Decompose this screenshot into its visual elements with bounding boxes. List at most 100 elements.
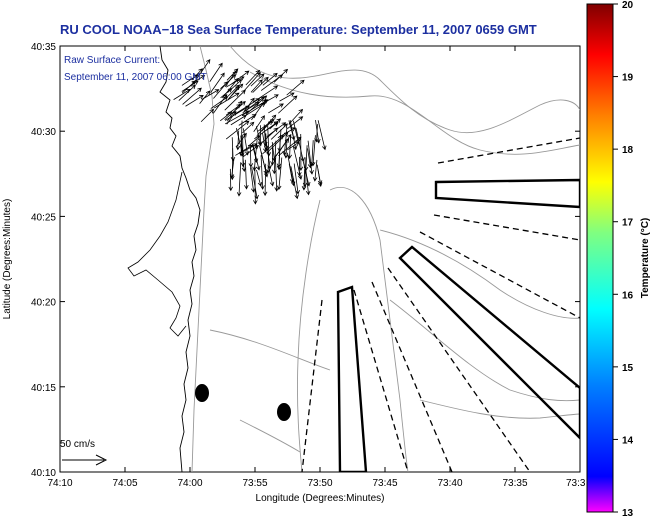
colorbar bbox=[586, 3, 614, 513]
map-content bbox=[62, 46, 580, 472]
current-vector bbox=[219, 111, 233, 122]
current-vector bbox=[210, 72, 225, 93]
current-vector bbox=[314, 124, 319, 143]
current-vector bbox=[266, 125, 272, 157]
y-axis-label: Latitude (Degrees:Minutes) bbox=[2, 199, 13, 320]
current-vector bbox=[178, 84, 196, 101]
current-vector bbox=[222, 77, 239, 99]
colorbar-tick-label: 16 bbox=[622, 290, 634, 301]
current-vector bbox=[191, 68, 203, 81]
current-vector bbox=[283, 139, 289, 159]
current-vector bbox=[235, 130, 241, 151]
annotation-line-1: Raw Surface Current: bbox=[64, 55, 160, 66]
current-vector bbox=[210, 96, 229, 109]
current-vector bbox=[229, 159, 235, 179]
x-tick-label: 74:10 bbox=[47, 478, 72, 489]
current-vector bbox=[270, 146, 275, 166]
current-vector bbox=[236, 162, 242, 197]
current-vector bbox=[252, 85, 279, 103]
current-vector bbox=[312, 159, 318, 182]
current-vector bbox=[227, 79, 243, 93]
current-vector bbox=[307, 140, 314, 175]
current-vector bbox=[240, 134, 246, 168]
current-vector bbox=[253, 166, 258, 205]
colorbar-tick-label: 13 bbox=[622, 508, 634, 518]
coastline bbox=[159, 46, 201, 472]
current-vector bbox=[248, 148, 254, 168]
x-tick-label: 73:40 bbox=[437, 478, 462, 489]
y-tick-label: 40:20 bbox=[31, 298, 56, 309]
current-vector bbox=[273, 68, 289, 83]
current-vector bbox=[252, 143, 261, 171]
current-vector bbox=[212, 93, 228, 114]
current-vector bbox=[228, 168, 233, 192]
current-vector bbox=[255, 126, 263, 147]
colorbar-tick-label: 19 bbox=[622, 73, 634, 84]
plot-frame bbox=[59, 45, 581, 473]
current-vector bbox=[256, 169, 263, 187]
colorbar-tick-label: 17 bbox=[622, 218, 634, 229]
colorbar-tick-label: 15 bbox=[622, 363, 634, 374]
current-vector bbox=[224, 89, 246, 111]
current-vector bbox=[316, 164, 323, 186]
x-tick-label: 74:00 bbox=[177, 478, 202, 489]
depth-contours bbox=[191, 46, 580, 472]
current-vector bbox=[289, 120, 298, 151]
current-vector bbox=[274, 157, 279, 192]
x-axis-ticks: 74:10 74:05 74:00 73:55 73:50 73:45 73:40 73:35… bbox=[47, 46, 586, 489]
zone-east-diagonal bbox=[398, 245, 580, 440]
current-vector bbox=[242, 121, 255, 134]
x-tick-label: 73:50 bbox=[307, 478, 332, 489]
x-tick-label: 73:55 bbox=[242, 478, 267, 489]
current-vector bbox=[244, 159, 249, 190]
current-vector bbox=[286, 79, 305, 96]
inlet-outline bbox=[127, 171, 187, 337]
current-vector bbox=[262, 163, 268, 197]
current-vector bbox=[279, 92, 295, 102]
current-vector bbox=[287, 134, 292, 160]
current-vector bbox=[227, 85, 240, 101]
y-tick-label: 40:10 bbox=[31, 468, 56, 479]
current-vector bbox=[224, 110, 250, 125]
current-vector bbox=[293, 163, 300, 195]
current-vector bbox=[288, 108, 304, 125]
current-vector bbox=[225, 120, 250, 140]
annotation-line-2: September 11, 2007 06:00 GMT bbox=[64, 72, 207, 83]
current-vector bbox=[317, 120, 327, 151]
current-vector bbox=[303, 145, 309, 172]
current-vector bbox=[277, 129, 283, 153]
current-vector bbox=[260, 155, 265, 190]
zone-east-upper bbox=[434, 178, 580, 209]
current-vector bbox=[185, 95, 204, 107]
current-vector bbox=[247, 135, 261, 147]
current-vector bbox=[295, 127, 305, 162]
current-vector bbox=[301, 169, 307, 191]
current-vector bbox=[268, 103, 284, 114]
x-tick-label: 73:45 bbox=[372, 478, 397, 489]
current-vector bbox=[270, 123, 288, 140]
current-vector bbox=[181, 74, 199, 86]
current-vector bbox=[302, 157, 308, 188]
current-vector bbox=[182, 87, 202, 105]
y-tick-label: 40:35 bbox=[31, 42, 56, 53]
current-vector bbox=[251, 144, 259, 164]
buoy-marker-east bbox=[277, 403, 291, 421]
current-vector bbox=[226, 100, 243, 122]
current-vector bbox=[268, 165, 275, 187]
current-vector bbox=[250, 79, 263, 93]
colorbar-tick-label: 20 bbox=[622, 0, 634, 11]
current-vector bbox=[231, 70, 250, 85]
current-vector bbox=[290, 166, 299, 200]
current-vector bbox=[278, 95, 298, 114]
current-vector bbox=[309, 140, 315, 167]
zone-polygons bbox=[336, 178, 580, 472]
current-vector bbox=[269, 118, 281, 130]
x-tick-label: 74:05 bbox=[112, 478, 137, 489]
current-vector bbox=[250, 167, 256, 193]
current-vector bbox=[263, 133, 269, 151]
scale-label: 50 cm/s bbox=[60, 439, 95, 450]
current-vector bbox=[272, 140, 277, 175]
current-vector bbox=[201, 89, 220, 100]
current-vector bbox=[245, 95, 268, 115]
